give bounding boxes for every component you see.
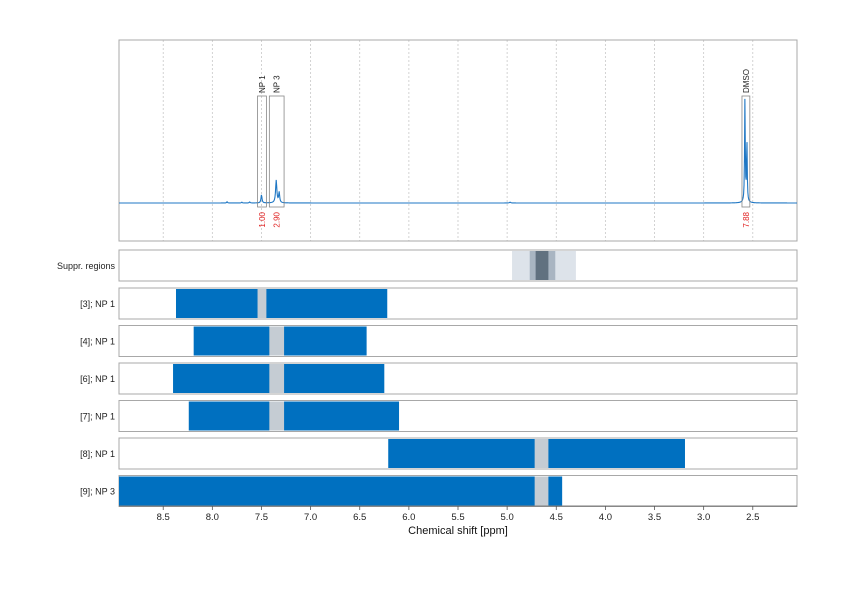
x-tick-label: 4.0 — [599, 512, 612, 523]
x-tick-label: 8.0 — [206, 512, 219, 523]
region-rows: [3]; NP 1 [4]; NP 1 [6]; NP 1 [7]; NP 1 [8];… — [80, 287, 798, 507]
integral-value: 7.88 — [742, 211, 751, 227]
region-row: [3]; NP 1 — [80, 287, 798, 320]
region-row: [7]; NP 1 — [80, 400, 798, 432]
row-bar — [175, 289, 388, 318]
integral-value: 1.00 — [258, 211, 267, 227]
x-tick-label: 7.5 — [255, 512, 268, 523]
region-box — [257, 95, 267, 208]
integration-region: NP 3 2.90 — [268, 75, 285, 228]
x-tick-label: 6.5 — [353, 512, 366, 523]
region-label: NP 3 — [273, 75, 282, 93]
row-label: [8]; NP 1 — [80, 449, 115, 459]
suppression-region — [535, 251, 549, 280]
row-gap — [257, 289, 267, 318]
region-row: [9]; NP 3 — [80, 475, 798, 507]
x-axis: 8.5 8.0 7.5 7.0 6.5 6.0 5.5 5.0 4.5 4.0 3.5 3.0 2.5 — [119, 505, 797, 523]
x-tick-label: 2.5 — [746, 512, 759, 523]
row-gap — [534, 439, 549, 468]
spectrum-panel: NP 1 1.00 NP 3 2.90 DMSO 7.88 — [118, 39, 798, 242]
region-box — [741, 95, 751, 208]
row-label: [9]; NP 3 — [80, 487, 115, 497]
x-tick-label: 5.5 — [451, 512, 464, 523]
region-label: NP 1 — [258, 75, 267, 93]
spectrum-line — [119, 98, 797, 204]
x-tick-label: 7.0 — [304, 512, 317, 523]
row-gap — [269, 326, 285, 356]
integral-value: 2.90 — [273, 211, 282, 227]
row-gap — [269, 401, 285, 431]
row-label: [4]; NP 1 — [80, 337, 115, 347]
region-row: [6]; NP 1 — [80, 362, 798, 395]
integration-region: NP 1 1.00 — [257, 75, 267, 228]
x-tick-label: 6.0 — [402, 512, 415, 523]
row-gap — [534, 476, 549, 506]
integration-region: DMSO 7.88 — [741, 69, 751, 228]
row-bar — [188, 401, 400, 431]
row-bar — [119, 476, 563, 506]
row-label: [7]; NP 1 — [80, 412, 115, 422]
x-tick-label: 5.0 — [501, 512, 514, 523]
row-gap — [269, 364, 285, 393]
suppression-panel-border — [118, 249, 798, 282]
x-tick-label: 3.5 — [648, 512, 661, 523]
row-label: [3]; NP 1 — [80, 299, 115, 309]
x-tick-label: 8.5 — [157, 512, 170, 523]
suppression-panel: Suppr. regions — [57, 249, 798, 282]
region-box — [268, 95, 285, 208]
row-label: [6]; NP 1 — [80, 374, 115, 384]
x-tick-label: 4.5 — [550, 512, 563, 523]
region-row: [4]; NP 1 — [80, 325, 798, 357]
region-row: [8]; NP 1 — [80, 437, 798, 470]
x-axis-title: Chemical shift [ppm] — [408, 525, 508, 537]
suppression-label: Suppr. regions — [57, 261, 116, 271]
region-label: DMSO — [742, 69, 751, 93]
spectrum-panel-border — [118, 39, 798, 242]
x-tick-label: 3.0 — [697, 512, 710, 523]
